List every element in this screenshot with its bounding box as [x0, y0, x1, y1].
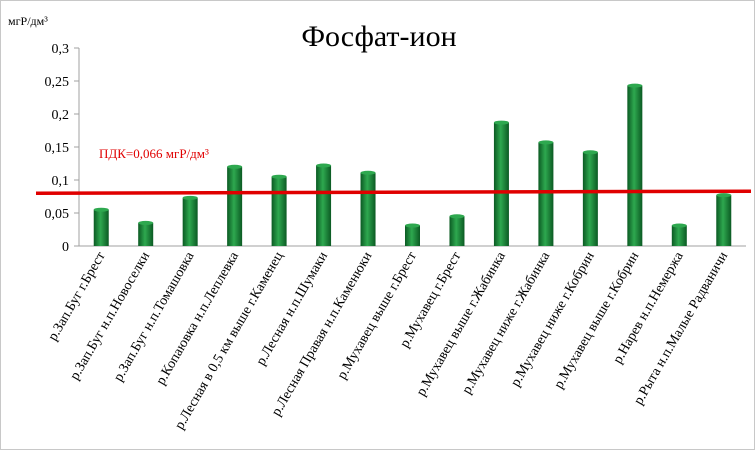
x-tick-label: р.Мухавец выше г.Брест: [335, 250, 420, 383]
bar: [93, 209, 109, 246]
bar-cap: [227, 164, 243, 169]
y-tick-label: 0,25: [45, 75, 70, 90]
y-tick-label: 0,1: [52, 174, 70, 189]
limit-label: ПДК=0,066 мгР/дм³: [99, 146, 209, 161]
y-tick-label: 0,15: [45, 141, 70, 156]
x-tick-label: р.Зап.Буг н.п.Новоселки: [68, 249, 154, 383]
bar: [182, 197, 198, 246]
bar-cap: [538, 140, 554, 145]
y-axis-unit-label: мгР/дм³: [8, 14, 48, 28]
x-tick-label: р.Зап.Буг н.п.Томашовка: [111, 249, 198, 384]
limit-line: [35, 189, 752, 195]
bar-cap: [449, 214, 465, 219]
chart-title: Фосфат-ион: [301, 20, 456, 53]
bar: [582, 152, 598, 246]
bar-cap: [182, 195, 198, 200]
bar: [405, 225, 420, 246]
y-ticks: 0 0,05 0,1 0,15 0,2 0,25 0,3: [45, 42, 79, 255]
y-tick-label: 0: [62, 240, 69, 255]
bar: [493, 122, 509, 246]
bar-cap: [493, 120, 509, 125]
bar: [360, 172, 376, 246]
bar-cap: [93, 207, 109, 212]
bar-cap: [138, 220, 154, 225]
bar-cap: [360, 170, 376, 175]
y-tick-label: 0,05: [45, 207, 70, 222]
bar-cap: [405, 223, 420, 228]
x-tick-label: р.Копаювка н.п.Леплевка: [154, 249, 243, 388]
y-tick-label: 0,3: [52, 42, 70, 57]
x-tick-label: р.Мухавец выше г.Кобрин: [552, 249, 643, 391]
bar-cap: [271, 174, 287, 179]
y-tick-label: 0,2: [52, 108, 70, 123]
bar-cap: [627, 83, 643, 88]
bar: [316, 165, 332, 246]
bar: [716, 195, 732, 246]
x-tick-label: р.Мухавец выше г.Жабинка: [414, 249, 509, 399]
bar: [227, 166, 243, 246]
bar: [271, 176, 287, 246]
bar-cap: [582, 150, 598, 155]
bar-cap: [671, 223, 687, 228]
x-tick-label: р.Мухавец ниже г.Жабинка: [460, 249, 554, 397]
bar-cap: [716, 193, 732, 198]
bars: [93, 83, 732, 247]
bar: [538, 142, 554, 246]
bar: [449, 216, 465, 246]
x-tick-label: р.Мухавец ниже г.Кобрин: [508, 249, 598, 389]
x-tick-label: р.Рыта н.п.Малые Радваничи: [631, 249, 731, 407]
bar-cap: [316, 163, 332, 168]
bar: [138, 222, 154, 246]
bar: [627, 85, 643, 247]
bar: [671, 225, 687, 246]
